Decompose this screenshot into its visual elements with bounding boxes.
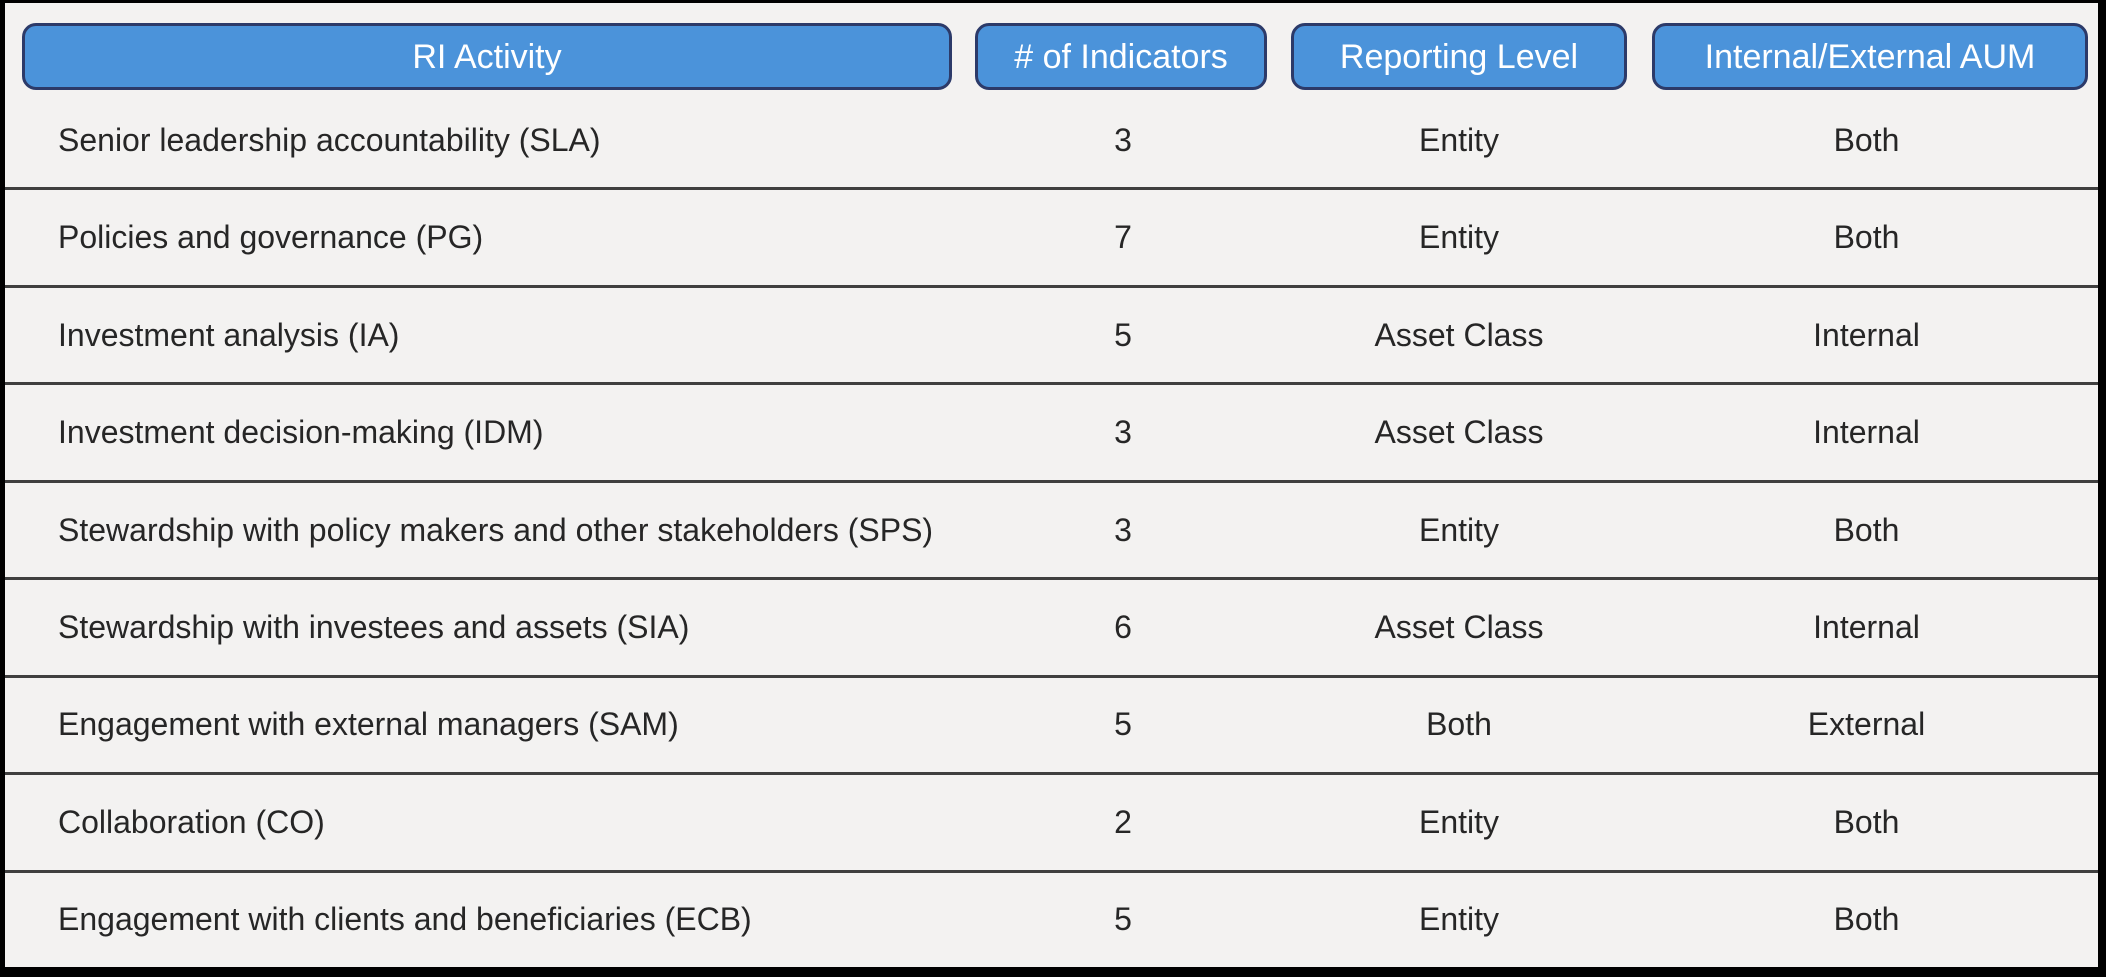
table-row: Investment decision-making (IDM) 3 Asset C… — [5, 382, 2098, 479]
cell-num-indicators: 6 — [1114, 609, 1132, 645]
cell-internal-external-aum: Both — [1833, 901, 1900, 938]
column-header-ri-activity: RI Activity — [22, 23, 952, 90]
column-header-reporting-level: Reporting Level — [1291, 23, 1627, 90]
cell-ri-activity: Investment decision-making (IDM) — [58, 414, 544, 451]
column-header-num-indicators: # of Indicators — [975, 23, 1267, 90]
cell-ri-activity: Engagement with clients and beneficiarie… — [58, 901, 752, 938]
cell-reporting-level: Both — [1426, 706, 1492, 743]
table-row: Senior leadership accountability (SLA) 3 E… — [5, 93, 2098, 187]
cell-ri-activity: Investment analysis (IA) — [58, 316, 400, 353]
cell-num-indicators: 7 — [1114, 219, 1132, 256]
cell-internal-external-aum: Internal — [1813, 414, 1920, 451]
table-row: Stewardship with policy makers and other… — [5, 479, 2098, 577]
cell-ri-activity: Engagement with external managers (SAM) — [58, 706, 679, 743]
cell-internal-external-aum: Both — [1833, 511, 1900, 548]
cell-ri-activity: Stewardship with investees and assets (S… — [58, 609, 690, 645]
cell-ri-activity: Collaboration (CO) — [58, 803, 325, 840]
table-body: Senior leadership accountability (SLA) 3 E… — [5, 93, 2098, 967]
cell-num-indicators: 3 — [1114, 121, 1132, 158]
cell-num-indicators: 3 — [1114, 414, 1132, 451]
cell-internal-external-aum: Both — [1833, 121, 1900, 158]
cell-reporting-level: Entity — [1418, 803, 1500, 840]
cell-ri-activity: Stewardship with policy makers and other… — [58, 511, 934, 548]
cell-num-indicators: 2 — [1114, 803, 1132, 840]
table-row: Investment analysis (IA) 5 Asset Class Inte… — [5, 284, 2098, 382]
cell-num-indicators: 5 — [1114, 316, 1132, 353]
cell-internal-external-aum: External — [1807, 706, 1926, 743]
cell-reporting-level: Asset Class — [1374, 414, 1544, 451]
cell-reporting-level: Entity — [1418, 219, 1500, 256]
table-row: Collaboration (CO) 2 Entity Both — [5, 772, 2098, 869]
cell-reporting-level: Asset Class — [1374, 316, 1544, 353]
cell-num-indicators: 3 — [1114, 511, 1132, 548]
cell-num-indicators: 5 — [1114, 901, 1132, 938]
table-header-row: RI Activity # of Indicators Reporting Le… — [5, 3, 2098, 93]
cell-num-indicators: 5 — [1114, 706, 1132, 743]
cell-internal-external-aum: Internal — [1813, 609, 1920, 645]
table-row: Engagement with external managers (SAM) 5… — [5, 674, 2098, 772]
cell-reporting-level: Entity — [1418, 121, 1500, 158]
cell-internal-external-aum: Internal — [1813, 316, 1920, 353]
table-row: Engagement with clients and beneficiarie… — [5, 869, 2098, 967]
cell-ri-activity: Senior leadership accountability (SLA) — [58, 121, 601, 158]
cell-reporting-level: Entity — [1418, 511, 1500, 548]
table-row: Stewardship with investees and assets (S… — [5, 577, 2098, 674]
table-row: Policies and governance (PG) 7 Entity Both — [5, 187, 2098, 284]
column-header-internal-external-aum: Internal/External AUM — [1652, 23, 2088, 90]
cell-reporting-level: Asset Class — [1374, 609, 1544, 645]
cell-internal-external-aum: Both — [1833, 803, 1900, 840]
cell-internal-external-aum: Both — [1833, 219, 1900, 256]
cell-ri-activity: Policies and governance (PG) — [58, 219, 484, 256]
cell-reporting-level: Entity — [1418, 901, 1500, 938]
